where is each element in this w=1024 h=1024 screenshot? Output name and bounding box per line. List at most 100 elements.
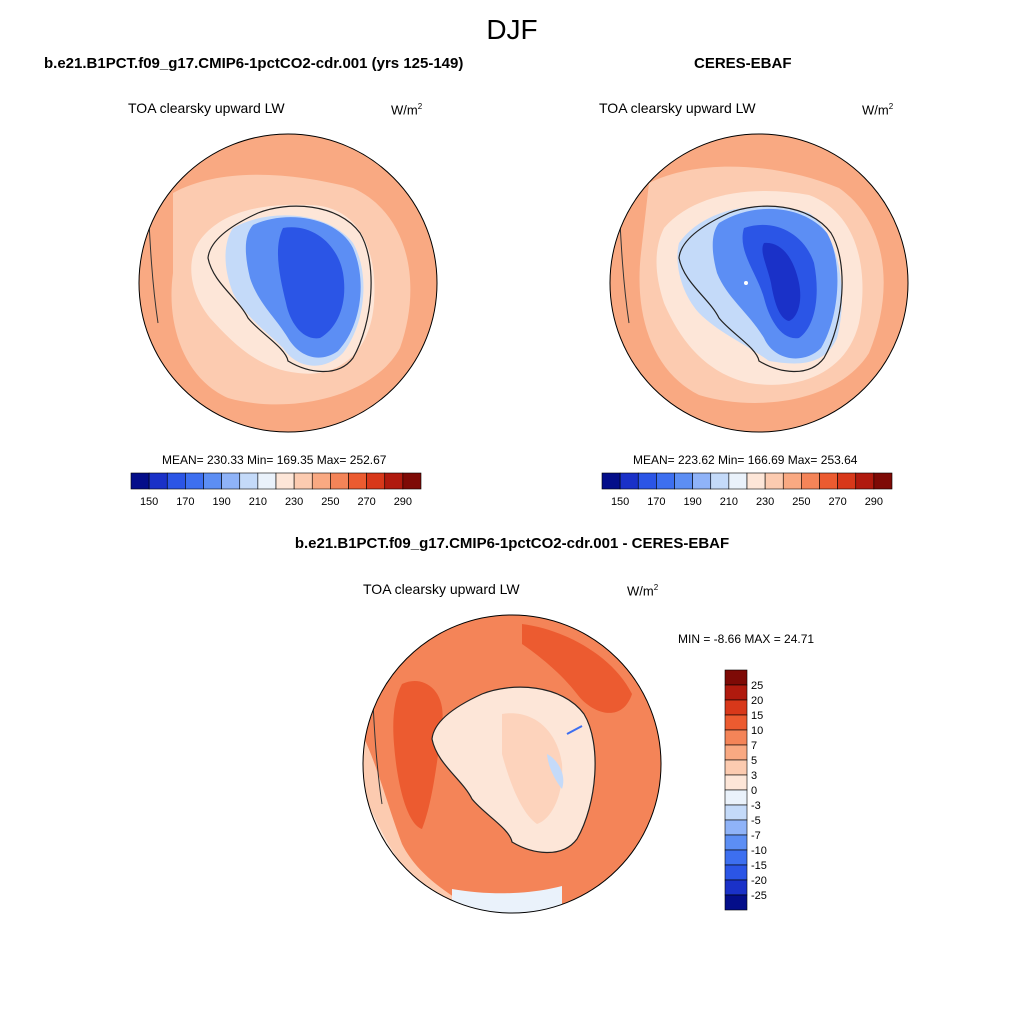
colorbar-tick-label: 230 xyxy=(756,496,774,508)
obs-variable-label: TOA clearsky upward LW xyxy=(599,100,756,116)
obs-antarctica-coastline xyxy=(678,205,843,373)
obs-map-border xyxy=(609,133,909,433)
colorbar-swatch xyxy=(819,472,838,490)
colorbar-tick-label: 290 xyxy=(394,496,412,508)
colorbar-tick-label: 25 xyxy=(751,680,763,692)
colorbar-swatch xyxy=(203,472,222,490)
model-polar-map xyxy=(138,133,438,433)
colorbar-tick-label: 170 xyxy=(647,496,665,508)
colorbar-swatch xyxy=(724,774,748,791)
diff-variable-label: TOA clearsky upward LW xyxy=(363,581,520,597)
diff-units-label: W/m2 xyxy=(627,583,659,599)
obs-stats: MEAN= 223.62 Min= 166.69 Max= 253.64 xyxy=(633,453,858,467)
colorbar-swatch xyxy=(724,759,748,776)
colorbar-tick-label: 270 xyxy=(357,496,375,508)
colorbar-tick-label: 3 xyxy=(751,770,757,782)
diff-negative-patch xyxy=(547,754,564,789)
colorbar-tick-label: 20 xyxy=(751,695,763,707)
colorbar-swatch xyxy=(601,472,621,490)
colorbar-tick-label: -25 xyxy=(751,890,767,902)
colorbar-swatch xyxy=(724,879,748,896)
colorbar-swatch xyxy=(656,472,675,490)
obs-colorbar: 150 170 190 210 230 250 270 290 xyxy=(601,472,893,508)
colorbar-swatch xyxy=(674,472,693,490)
colorbar-swatch xyxy=(692,472,712,490)
colorbar-swatch xyxy=(275,472,295,490)
season-title: DJF xyxy=(486,14,538,45)
colorbar-swatch xyxy=(724,684,748,701)
colorbar-tick-label: -3 xyxy=(751,800,761,812)
obs-panel-title: CERES-EBAF xyxy=(694,55,792,72)
colorbar-swatch xyxy=(221,472,241,490)
diff-strong-negative-streak xyxy=(566,725,583,735)
diff-polar-map xyxy=(362,614,662,914)
model-antarctica-coastline xyxy=(207,205,372,373)
colorbar-tick-label: 210 xyxy=(249,496,267,508)
obs-contour-lt-150 xyxy=(762,242,801,321)
colorbar-swatch xyxy=(724,789,748,806)
colorbar-swatch xyxy=(710,472,730,490)
colorbar-tick-label: 270 xyxy=(828,496,846,508)
diff-map-border xyxy=(362,614,662,914)
colorbar-tick-label: -20 xyxy=(751,875,767,887)
colorbar-swatch xyxy=(724,894,748,911)
colorbar-tick-label: 290 xyxy=(865,496,883,508)
colorbar-swatch xyxy=(166,472,186,490)
model-colorbar: 150 170 190 210 230 250 270 290 xyxy=(130,472,422,508)
diff-contour-neg-s xyxy=(452,886,562,913)
colorbar-swatch xyxy=(130,472,150,490)
model-panel-title: b.e21.B1PCT.f09_g17.CMIP6-1pctCO2-cdr.00… xyxy=(44,55,464,72)
colorbar-swatch xyxy=(837,472,857,490)
colorbar-swatch xyxy=(619,472,639,490)
colorbar-swatch xyxy=(782,472,802,490)
colorbar-swatch xyxy=(148,472,168,490)
obs-units-label: W/m2 xyxy=(862,102,894,118)
model-stats: MEAN= 230.33 Min= 169.35 Max= 252.67 xyxy=(162,453,387,467)
diff-antarctica-ridge xyxy=(502,713,563,824)
colorbar-swatch xyxy=(724,834,748,851)
colorbar-swatch xyxy=(239,472,259,490)
diff-contour-15-20-w xyxy=(393,680,443,829)
colorbar-swatch xyxy=(724,699,748,716)
colorbar-swatch xyxy=(724,669,748,686)
colorbar-swatch xyxy=(330,472,349,490)
colorbar-swatch xyxy=(724,804,748,821)
colorbar-swatch xyxy=(801,472,820,490)
colorbar-tick-label: -15 xyxy=(751,860,767,872)
diff-colorbar: 25 20 15 10 7 5 3 0 -3 -5 -7 -10 -15 -20 -25 xyxy=(724,669,767,911)
colorbar-tick-label: 150 xyxy=(611,496,629,508)
colorbar-swatch xyxy=(724,864,748,881)
colorbar-swatch xyxy=(724,729,748,746)
colorbar-swatch xyxy=(366,472,386,490)
colorbar-tick-label: 0 xyxy=(751,785,757,797)
colorbar-swatch xyxy=(384,472,404,490)
colorbar-tick-label: 150 xyxy=(140,496,158,508)
colorbar-swatch xyxy=(637,472,657,490)
colorbar-swatch xyxy=(348,472,367,490)
colorbar-swatch xyxy=(293,472,313,490)
obs-missing-point xyxy=(744,281,748,285)
model-contour-150-170 xyxy=(277,227,345,339)
colorbar-tick-label: 190 xyxy=(212,496,230,508)
diff-panel-title: b.e21.B1PCT.f09_g17.CMIP6-1pctCO2-cdr.00… xyxy=(294,535,730,552)
colorbar-swatch xyxy=(764,472,784,490)
colorbar-swatch xyxy=(855,472,875,490)
colorbar-tick-label: -10 xyxy=(751,845,767,857)
colorbar-swatch xyxy=(873,472,893,490)
model-variable-label: TOA clearsky upward LW xyxy=(128,100,285,116)
colorbar-tick-label: 190 xyxy=(683,496,701,508)
colorbar-swatch xyxy=(311,472,331,490)
diff-antarctica-coastline xyxy=(431,686,596,854)
colorbar-tick-label: -7 xyxy=(751,830,761,842)
colorbar-tick-label: 5 xyxy=(751,755,757,767)
colorbar-tick-label: 10 xyxy=(751,725,763,737)
diff-minmax: MIN = -8.66 MAX = 24.71 xyxy=(678,632,815,646)
colorbar-tick-label: -5 xyxy=(751,815,761,827)
colorbar-tick-label: 250 xyxy=(792,496,810,508)
diff-contour-15-20-ne xyxy=(522,624,632,713)
colorbar-swatch xyxy=(724,849,748,866)
colorbar-tick-label: 7 xyxy=(751,740,757,752)
colorbar-swatch xyxy=(724,819,748,836)
colorbar-tick-label: 170 xyxy=(176,496,194,508)
colorbar-swatch xyxy=(728,472,748,490)
